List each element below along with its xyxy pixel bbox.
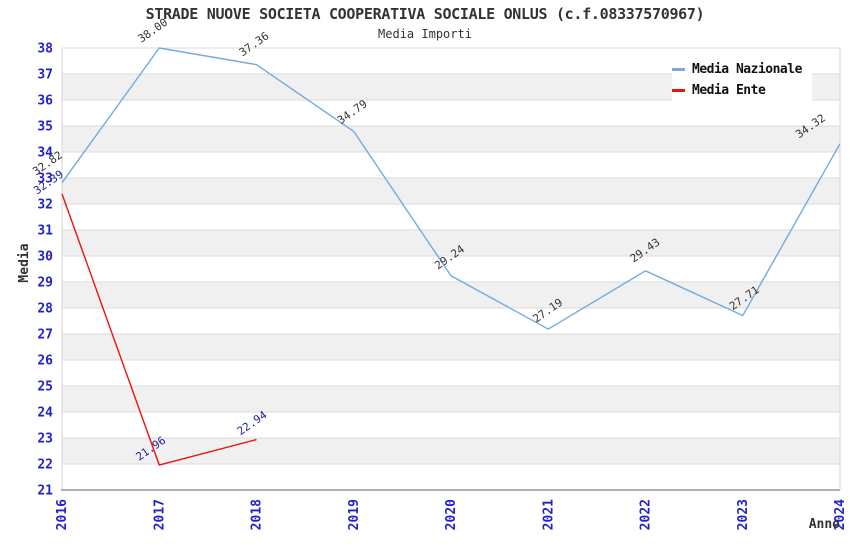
legend-item-media-ente: Media Ente: [672, 83, 812, 98]
media-ente-line-icon: [672, 89, 685, 92]
legend-label-media-nazionale: Media Nazionale: [692, 62, 802, 77]
band: [62, 178, 840, 204]
y-tick-label: 30: [37, 250, 53, 265]
series-line-media-ente: [61, 193, 257, 466]
band: [62, 230, 840, 256]
legend-item-media-nazionale: Media Nazionale: [672, 62, 812, 77]
y-tick-label: 34: [37, 146, 53, 161]
y-tick-label: 27: [37, 328, 53, 343]
y-tick-label: 25: [37, 380, 53, 395]
data-point-label: 22.94: [235, 408, 270, 438]
x-tick-label: 2018: [250, 499, 265, 530]
legend-label-media-ente: Media Ente: [692, 83, 766, 98]
chart-subtitle: Media Importi: [378, 27, 472, 41]
x-tick-label: 2017: [152, 499, 167, 530]
x-tick-label: 2019: [347, 499, 362, 530]
y-tick-label: 36: [37, 94, 53, 109]
y-tick-label: 21: [37, 484, 53, 499]
y-tick-label: 26: [37, 354, 53, 369]
band: [62, 126, 840, 152]
y-tick-label: 31: [37, 224, 53, 239]
y-tick-label: 35: [37, 120, 53, 135]
x-tick-label: 2016: [55, 499, 70, 530]
band: [62, 282, 840, 308]
band: [62, 438, 840, 464]
y-tick-label: 24: [37, 406, 53, 421]
x-tick-label: 2024: [833, 499, 848, 530]
y-tick-label: 32: [37, 198, 53, 213]
x-tick-label: 2023: [736, 499, 751, 530]
y-axis-title: Media: [17, 243, 32, 283]
y-tick-label: 22: [37, 458, 53, 473]
y-tick-label: 38: [37, 42, 53, 57]
x-tick-label: 2020: [444, 499, 459, 530]
data-point-label: 38.00: [136, 16, 171, 46]
x-tick-label: 2021: [541, 499, 556, 530]
band: [62, 386, 840, 412]
media-nazionale-line-icon: [672, 68, 685, 71]
y-tick-label: 28: [37, 302, 53, 317]
series-line-media-nazionale: [61, 47, 841, 330]
legend: Media Nazionale Media Ente: [672, 56, 812, 104]
data-point-label: 34.79: [335, 97, 370, 127]
x-tick-label: 2022: [639, 499, 654, 530]
y-tick-label: 33: [37, 172, 53, 187]
x-axis-title: Anno: [808, 517, 840, 532]
page-title: STRADE NUOVE SOCIETA COOPERATIVA SOCIALE…: [145, 5, 705, 23]
data-point-label: 37.36: [237, 29, 272, 59]
y-tick-label: 37: [37, 68, 53, 83]
y-tick-label: 29: [37, 276, 53, 291]
band: [62, 334, 840, 360]
y-tick-label: 23: [37, 432, 53, 447]
